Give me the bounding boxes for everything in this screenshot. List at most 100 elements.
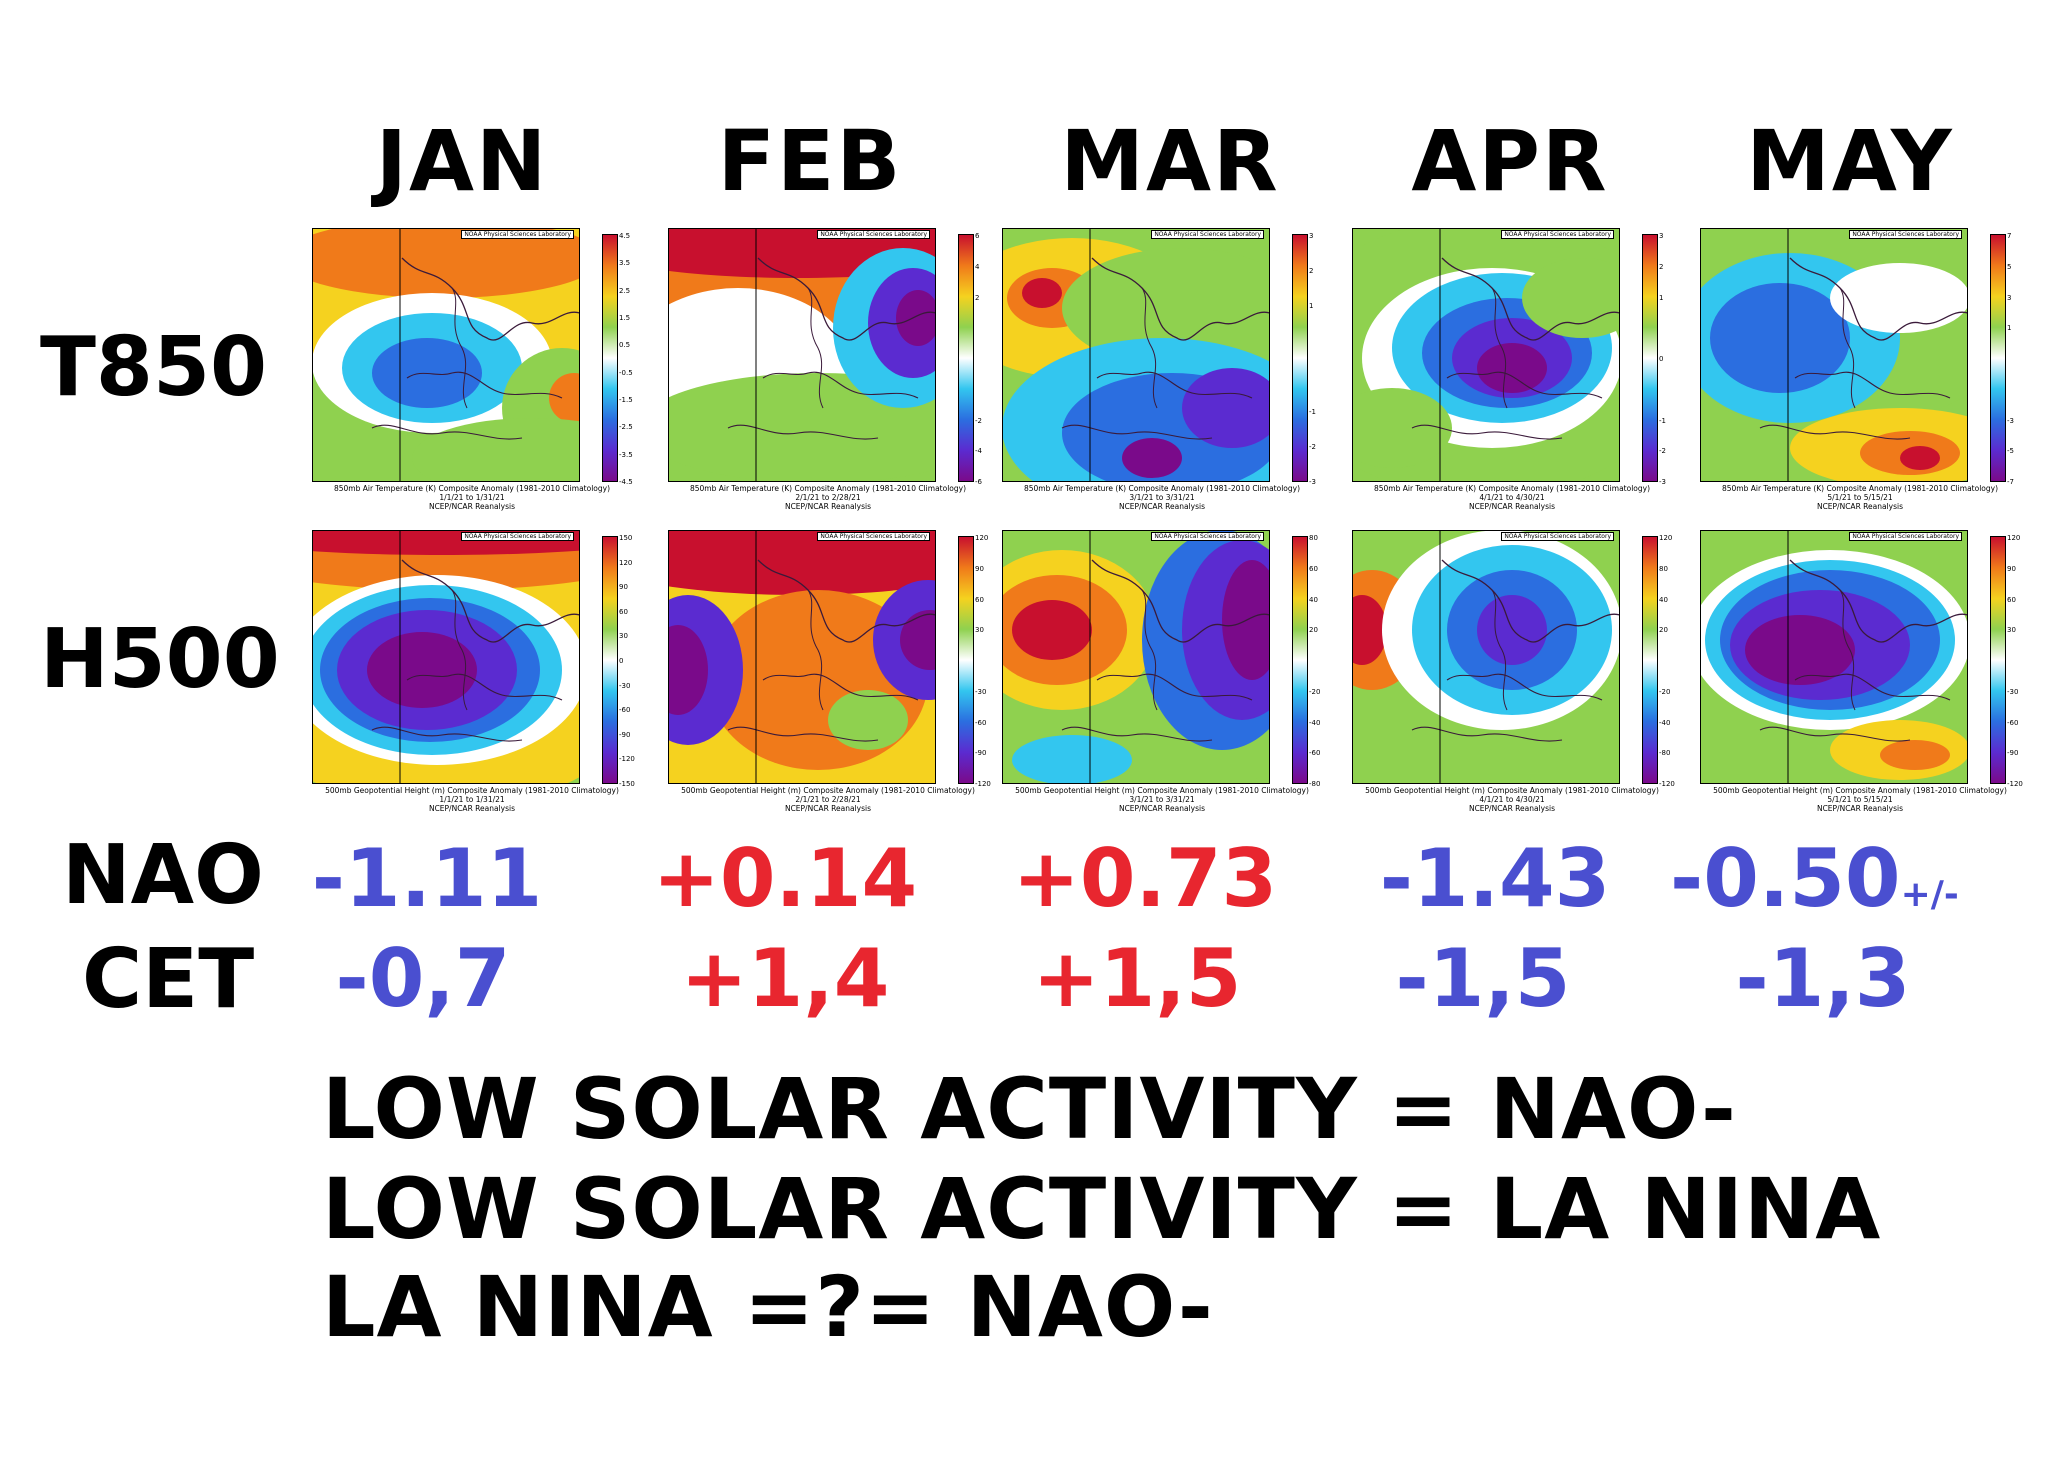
map-watermark: NOAA Physical Sciences Laboratory — [1151, 532, 1264, 541]
colorbar-tick-label: -20 — [1309, 687, 1321, 696]
colorbar — [602, 536, 618, 784]
colorbar-tick-label: 60 — [2007, 595, 2016, 604]
t850-anomaly-map-jan — [312, 228, 580, 482]
colorbar-tick-label: 30 — [975, 626, 984, 635]
cet-value-apr: -1,5 — [1395, 932, 1571, 1025]
colorbar-tick-label: -120 — [2007, 780, 2023, 788]
t850-anomaly-map-mar — [1002, 228, 1270, 482]
colorbar-tick-label: -2.5 — [619, 423, 633, 432]
map-caption-title: 850mb Air Temperature (K) Composite Anom… — [333, 484, 610, 493]
colorbar-tick-label: -80 — [1659, 749, 1671, 758]
cet-value-feb: +1,4 — [680, 932, 890, 1025]
colorbar-ticks: 120 90 60 30 -30 -60 -90 -120 — [975, 532, 991, 788]
colorbar-tick-label: 40 — [1309, 595, 1318, 604]
map-caption-title: 500mb Geopotential Height (m) Composite … — [1713, 786, 2007, 795]
t850-anomaly-map-feb — [668, 228, 936, 482]
colorbar — [1642, 536, 1658, 784]
colorbar-ticks: 80 60 40 20 -20 -40 -60 -80 — [1309, 532, 1325, 788]
map-caption-source: NCEP/NCAR Reanalysis — [428, 502, 516, 511]
map-caption-title: 500mb Geopotential Height (m) Composite … — [325, 786, 619, 795]
colorbar-tick-label: -30 — [619, 681, 631, 690]
colorbar-ticks: 120 90 60 30 -30 -60 -90 -120 — [2007, 532, 2023, 788]
colorbar-tick-label: 0 — [1659, 355, 1664, 363]
column-header-mar: MAR — [1060, 112, 1280, 210]
colorbar — [1642, 234, 1658, 482]
h500-anomaly-map-may — [1700, 530, 1968, 784]
map-watermark: NOAA Physical Sciences Laboratory — [817, 532, 930, 541]
colorbar — [1990, 536, 2006, 784]
map-watermark: NOAA Physical Sciences Laboratory — [1151, 230, 1264, 239]
h500-map-panel-apr: NOAA Physical Sciences Laboratory 120 80 40… — [1352, 530, 1675, 820]
map-caption: 500mb Geopotential Height (m) Composite … — [1700, 786, 2020, 813]
colorbar-tick-label: -1 — [1309, 407, 1316, 416]
colorbar-tick-label: -3 — [1309, 478, 1316, 486]
colorbar-ticks: 3 2 1 -1 -2 -3 — [1309, 230, 1325, 486]
colorbar-tick-label: 3.5 — [619, 259, 631, 268]
map-caption: 500mb Geopotential Height (m) Composite … — [312, 786, 632, 813]
colorbar-tick-label: -90 — [619, 730, 631, 739]
colorbar — [958, 234, 974, 482]
h500-map-panel-feb: NOAA Physical Sciences Laboratory 120 90 60… — [668, 530, 991, 820]
map-caption-dates: 3/1/21 to 3/31/21 — [1129, 493, 1195, 502]
t850-anomaly-map-may — [1700, 228, 1968, 482]
map-caption-source: NCEP/NCAR Reanalysis — [428, 804, 516, 813]
h500-anomaly-map-feb — [668, 530, 936, 784]
colorbar-tick-label: 3 — [2007, 293, 2012, 302]
map-caption: 500mb Geopotential Height (m) Composite … — [668, 786, 988, 813]
colorbar-tick-label: -1 — [1659, 416, 1666, 425]
colorbar-tick-label: -90 — [975, 749, 987, 758]
colorbar-tick-label: 40 — [1659, 595, 1668, 604]
colorbar — [1292, 234, 1308, 482]
colorbar-tick-label: -60 — [975, 718, 987, 727]
h500-map-panel-may: NOAA Physical Sciences Laboratory 120 90 60… — [1700, 530, 2023, 820]
colorbar-tick-label: 1 — [2007, 324, 2012, 333]
colorbar-tick-label: -90 — [2007, 749, 2019, 758]
map-caption: 500mb Geopotential Height (m) Composite … — [1002, 786, 1322, 813]
colorbar-tick-label: 90 — [975, 564, 984, 573]
map-watermark: NOAA Physical Sciences Laboratory — [461, 532, 574, 541]
map-caption-title: 500mb Geopotential Height (m) Composite … — [681, 786, 975, 795]
colorbar-tick-label: -2 — [1309, 442, 1316, 451]
nao-value-jan: -1.11 — [311, 832, 543, 925]
column-header-jan: JAN — [375, 112, 549, 210]
map-caption-source: NCEP/NCAR Reanalysis — [1468, 804, 1556, 813]
colorbar-tick-label: -1.5 — [619, 396, 633, 404]
colorbar-tick-label: -0.5 — [619, 368, 633, 377]
map-caption-dates: 4/1/21 to 4/30/21 — [1479, 493, 1545, 502]
colorbar-tick-label: -4.5 — [619, 478, 633, 486]
colorbar-tick-label: 120 — [619, 558, 633, 567]
t850-map-panel-jan: NOAA Physical Sciences Laboratory 4.5 3.5 2… — [312, 228, 634, 518]
colorbar-tick-label: 30 — [619, 632, 628, 641]
map-caption-title: 850mb Air Temperature (K) Composite Anom… — [689, 484, 966, 493]
colorbar-tick-label: -4 — [975, 447, 982, 456]
colorbar-tick-label: 150 — [619, 534, 633, 542]
colorbar-ticks: 6 4 2 -2 -4 -6 — [975, 230, 991, 486]
colorbar-tick-label: 120 — [2007, 534, 2021, 542]
map-caption-title: 500mb Geopotential Height (m) Composite … — [1365, 786, 1659, 795]
nao-value-may: -0.50+/- — [1670, 832, 1959, 925]
cet-value-may: -1,3 — [1735, 932, 1911, 1025]
colorbar-tick-label: 0 — [619, 657, 624, 665]
colorbar-tick-label: 90 — [619, 583, 628, 592]
colorbar-tick-label: -150 — [619, 780, 635, 788]
colorbar — [1292, 536, 1308, 784]
map-caption-dates: 4/1/21 to 4/30/21 — [1479, 795, 1545, 804]
row-label-t850: T850 — [40, 320, 268, 415]
map-caption-dates: 2/1/21 to 2/28/21 — [795, 795, 861, 804]
map-caption: 500mb Geopotential Height (m) Composite … — [1352, 786, 1672, 813]
cet-value-mar: +1,5 — [1032, 932, 1242, 1025]
map-caption-dates: 5/1/21 to 5/15/21 — [1827, 795, 1893, 804]
map-caption-dates: 3/1/21 to 3/31/21 — [1129, 795, 1195, 804]
colorbar-ticks: 150 120 90 60 30 0 -30 -60 -90 -120 -150 — [619, 532, 635, 788]
map-caption-source: NCEP/NCAR Reanalysis — [784, 502, 872, 511]
colorbar-tick-label: 60 — [975, 595, 984, 604]
colorbar-tick-label: -20 — [1659, 687, 1671, 696]
colorbar-tick-label: -60 — [2007, 718, 2019, 727]
map-caption: 850mb Air Temperature (K) Composite Anom… — [1352, 484, 1672, 511]
map-caption-source: NCEP/NCAR Reanalysis — [784, 804, 872, 813]
colorbar-tick-label: -6 — [975, 478, 982, 486]
column-header-may: MAY — [1746, 112, 1954, 210]
t850-map-panel-mar: NOAA Physical Sciences Laboratory 3 2 1 -1 -2… — [1002, 228, 1324, 518]
map-caption: 850mb Air Temperature (K) Composite Anom… — [1002, 484, 1322, 511]
nao-value-may-number: -0.50 — [1670, 832, 1901, 925]
